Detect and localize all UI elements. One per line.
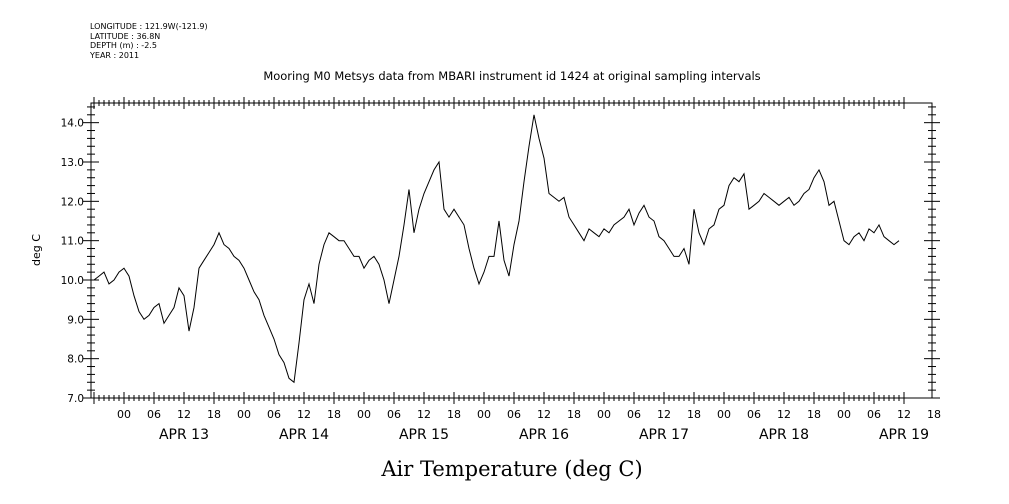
x-hour-label: 18 xyxy=(927,408,941,421)
y-tick-label: 10.0 xyxy=(61,275,84,287)
x-hour-label: 06 xyxy=(387,408,401,421)
x-day-label: APR 19 xyxy=(879,427,929,443)
meta-year: YEAR : 2011 xyxy=(90,50,140,60)
x-hour-label: 12 xyxy=(657,408,671,421)
y-tick-labels: 7.0 8.0 9.0 10.0 11.0 12.0 13.0 14.0 xyxy=(61,118,84,405)
x-hour-label: 18 xyxy=(567,408,581,421)
chart-title: Mooring M0 Metsys data from MBARI instru… xyxy=(263,69,760,83)
x-day-label: APR 18 xyxy=(759,427,809,443)
x-hour-label: 00 xyxy=(237,408,251,421)
x-hour-label: 18 xyxy=(687,408,701,421)
x-hour-label: 06 xyxy=(507,408,521,421)
x-day-label: APR 14 xyxy=(279,427,329,443)
metadata-header: LONGITUDE : 121.9W(-121.9) LATITUDE : 36… xyxy=(90,22,208,60)
series-line-air-temperature xyxy=(93,114,900,384)
x-hour-label: 00 xyxy=(597,408,611,421)
x-hour-label: 06 xyxy=(867,408,881,421)
meta-latitude: LATITUDE : 36.8N xyxy=(90,31,161,41)
x-tick-labels: 00 06 12 18 00 06 12 18 00 06 12 18 00 06 12 18 00 06 12 18… xyxy=(117,408,941,443)
x-hour-label: 18 xyxy=(327,408,341,421)
meta-longitude: LONGITUDE : 121.9W(-121.9) xyxy=(90,22,208,31)
x-hour-label: 00 xyxy=(477,408,491,421)
x-hour-label: 00 xyxy=(717,408,731,421)
x-hour-label: 00 xyxy=(117,408,131,421)
y-tick-label: 13.0 xyxy=(61,157,84,169)
x-day-label: APR 16 xyxy=(519,427,569,443)
x-hour-label: 06 xyxy=(627,408,641,421)
y-tick-label: 9.0 xyxy=(67,314,84,326)
x-hour-label: 00 xyxy=(357,408,371,421)
y-tick-label: 14.0 xyxy=(61,118,84,130)
y-axis-label: deg C xyxy=(30,234,43,266)
x-day-label: APR 13 xyxy=(159,427,209,443)
x-hour-label: 06 xyxy=(147,408,161,421)
meta-depth: DEPTH (m) : -2.5 xyxy=(90,41,157,50)
x-hour-label: 12 xyxy=(537,408,551,421)
x-hour-label: 12 xyxy=(897,408,911,421)
x-hour-label: 12 xyxy=(297,408,311,421)
x-hour-label: 00 xyxy=(837,408,851,421)
x-hour-label: 18 xyxy=(807,408,821,421)
x-hour-label: 06 xyxy=(267,408,281,421)
plot-frame xyxy=(90,102,933,399)
y-tick-label: 11.0 xyxy=(61,236,84,248)
x-hour-label: 18 xyxy=(447,408,461,421)
x-hour-label: 12 xyxy=(777,408,791,421)
x-axis-label: Air Temperature (deg C) xyxy=(380,457,642,481)
axis-ticks xyxy=(83,97,940,404)
y-tick-label: 7.0 xyxy=(67,393,84,405)
x-hour-label: 18 xyxy=(207,408,221,421)
x-hour-label: 12 xyxy=(417,408,431,421)
x-day-label: APR 17 xyxy=(639,427,689,443)
x-hour-label: 06 xyxy=(747,408,761,421)
y-tick-label: 8.0 xyxy=(67,354,84,366)
x-hour-label: 12 xyxy=(177,408,191,421)
y-tick-label: 12.0 xyxy=(61,196,84,208)
x-day-label: APR 15 xyxy=(399,427,449,443)
